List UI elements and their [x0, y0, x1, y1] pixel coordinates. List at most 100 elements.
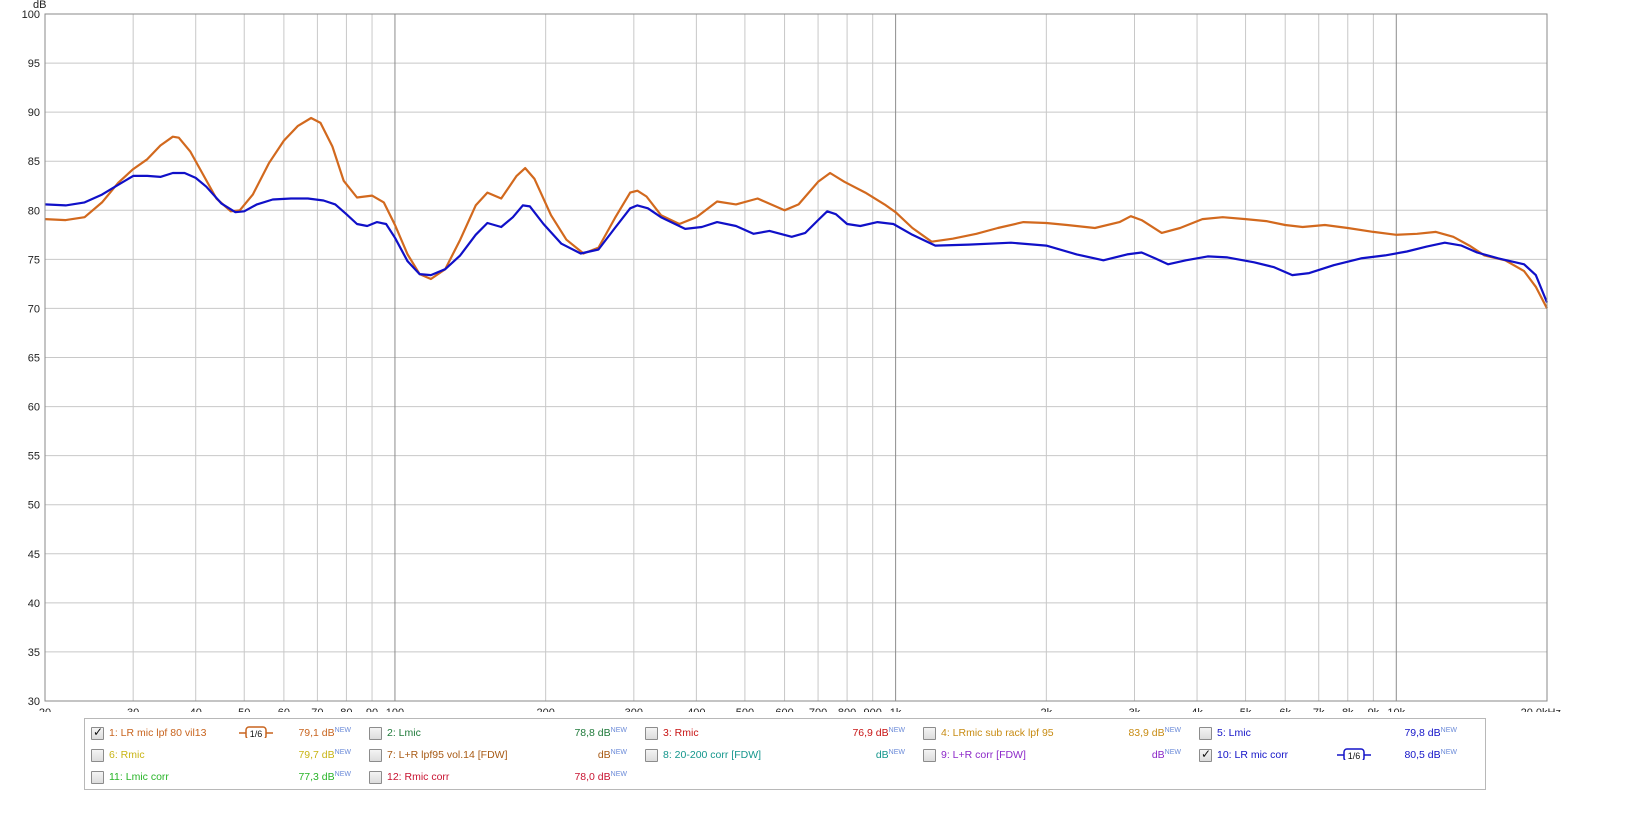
x-tick-label: 80	[340, 707, 352, 712]
legend-value-badge: NEW	[334, 727, 351, 734]
legend-value-text: 78,8 dB	[574, 727, 611, 739]
x-tick-label: 90	[366, 707, 378, 712]
y-axis-unit-label: dB	[33, 0, 46, 11]
smoothing-indicator[interactable]: 1/6	[239, 726, 273, 738]
legend-label: 8: 20-200 corr [FDW]	[663, 749, 762, 761]
legend-checkbox[interactable]	[369, 749, 382, 762]
legend-label: 6: Rmic	[109, 749, 145, 761]
legend-value-text: dB	[597, 749, 611, 761]
legend-checkbox[interactable]	[1199, 727, 1212, 740]
x-tick-label: 700	[809, 707, 827, 712]
legend-item[interactable]: 11: Lmic corr 77,3 dBNEW	[91, 768, 351, 786]
smoothing-indicator[interactable]: 1/6	[1337, 748, 1371, 760]
x-tick-label: 300	[625, 707, 643, 712]
y-tick-label: 80	[28, 205, 40, 217]
legend-value: 79,7 dBNEW	[287, 746, 351, 764]
legend-value: 79,8 dBNEW	[1393, 724, 1457, 742]
x-tick-label: 2k	[1041, 707, 1053, 712]
legend-value: dBNEW	[563, 746, 627, 764]
x-tick-label: 200	[536, 707, 554, 712]
legend-checkbox[interactable]	[923, 749, 936, 762]
legend-item[interactable]: 4: LRmic sub rack lpf 95 83,9 dBNEW	[923, 724, 1181, 742]
legend-value-text: 79,7 dB	[298, 749, 335, 761]
legend-value: 80,5 dBNEW	[1393, 746, 1457, 764]
check-icon: ✓	[1201, 747, 1212, 761]
y-tick-label: 90	[28, 107, 40, 119]
x-tick-label: 1k	[890, 707, 902, 712]
legend-item[interactable]: 2: Lmic 78,8 dBNEW	[369, 724, 627, 742]
smoothing-box	[1343, 748, 1365, 760]
legend-label: 3: Rmic	[663, 727, 699, 739]
legend-value-badge: NEW	[1440, 749, 1457, 756]
legend-value-text: 83,9 dB	[1128, 727, 1165, 739]
legend-value-badge: NEW	[334, 771, 351, 778]
legend-checkbox[interactable]	[91, 749, 104, 762]
legend-item[interactable]: 6: Rmic 79,7 dBNEW	[91, 746, 351, 764]
legend-item[interactable]: 8: 20-200 corr [FDW] dBNEW	[645, 746, 905, 764]
x-tick-label: 500	[736, 707, 754, 712]
legend-checkbox[interactable]	[645, 727, 658, 740]
plot-frame	[44, 13, 1548, 702]
legend-value: 78,0 dBNEW	[563, 768, 627, 786]
legend-item[interactable]: 12: Rmic corr 78,0 dBNEW	[369, 768, 627, 786]
legend-checkbox[interactable]	[645, 749, 658, 762]
legend-panel: ✓ 1: LR mic lpf 80 vil13 1/6 79,1 dBNEW 2: L…	[84, 718, 1486, 790]
smoothing-label: 1/6	[1348, 751, 1361, 760]
legend-value-badge: NEW	[1164, 749, 1181, 756]
legend-label: 5: Lmic	[1217, 727, 1251, 739]
x-tick-label: 40	[190, 707, 202, 712]
y-tick-label: 35	[28, 647, 40, 659]
x-tick-label: 600	[775, 707, 793, 712]
legend-checkbox[interactable]	[369, 771, 382, 784]
legend-value-text: dB	[1151, 749, 1165, 761]
legend-checkbox[interactable]	[369, 727, 382, 740]
legend-label: 10: LR mic corr	[1217, 749, 1289, 761]
legend-value-text: 79,8 dB	[1404, 727, 1441, 739]
y-tick-label: 40	[28, 598, 40, 610]
y-tick-label: 70	[28, 303, 40, 315]
legend-item[interactable]: 7: L+R lpf95 vol.14 [FDW] dBNEW	[369, 746, 627, 764]
y-tick-label: 100	[22, 9, 40, 21]
legend-label: 7: L+R lpf95 vol.14 [FDW]	[387, 749, 508, 761]
legend-value-text: 77,3 dB	[298, 771, 335, 783]
legend-value: 78,8 dBNEW	[563, 724, 627, 742]
x-tick-label: 8k	[1342, 707, 1354, 712]
x-tick-label: 800	[838, 707, 856, 712]
legend-checkbox[interactable]	[923, 727, 936, 740]
y-tick-label: 30	[28, 696, 40, 708]
legend-label: 9: L+R corr [FDW]	[941, 749, 1026, 761]
x-tick-label: 50	[238, 707, 250, 712]
legend-value: dBNEW	[1117, 746, 1181, 764]
legend-value-badge: NEW	[1440, 727, 1457, 734]
y-tick-label: 75	[28, 254, 40, 266]
x-tick-label: 400	[687, 707, 705, 712]
x-tick-label: 9k	[1368, 707, 1380, 712]
legend-item[interactable]: ✓ 1: LR mic lpf 80 vil13 1/6 79,1 dBNEW	[91, 724, 351, 742]
legend-label: 11: Lmic corr	[109, 771, 169, 783]
legend-checkbox[interactable]: ✓	[91, 725, 104, 740]
series-line-lr-mic-corr	[44, 171, 1549, 303]
legend-item[interactable]: 3: Rmic 76,9 dBNEW	[645, 724, 905, 742]
series-line-lr-mic-lpf-80	[44, 116, 1548, 309]
legend-checkbox[interactable]	[91, 771, 104, 784]
x-tick-label: 30	[127, 707, 139, 712]
y-tick-label: 50	[28, 500, 40, 512]
legend-checkbox[interactable]: ✓	[1199, 747, 1212, 762]
legend-value: dBNEW	[841, 746, 905, 764]
y-tick-label: 65	[28, 353, 40, 365]
x-tick-label: 70	[311, 707, 323, 712]
legend-value-text: 79,1 dB	[298, 727, 335, 739]
legend-item[interactable]: ✓ 10: LR mic corr 1/6 80,5 dBNEW	[1199, 746, 1457, 764]
legend-label: 12: Rmic corr	[387, 771, 450, 783]
y-tick-label: 55	[28, 451, 40, 463]
legend-value-badge: NEW	[610, 771, 627, 778]
smoothing-label: 1/6	[250, 729, 263, 738]
legend-value: 79,1 dBNEW	[287, 724, 351, 742]
legend-item[interactable]: 5: Lmic 79,8 dBNEW	[1199, 724, 1457, 742]
legend-item[interactable]: 9: L+R corr [FDW] dBNEW	[923, 746, 1181, 764]
legend-value-text: 80,5 dB	[1404, 749, 1441, 761]
legend-value-badge: NEW	[610, 727, 627, 734]
y-tick-label: 85	[28, 156, 40, 168]
x-tick-label: 6k	[1279, 707, 1291, 712]
x-tick-label: 5k	[1240, 707, 1252, 712]
